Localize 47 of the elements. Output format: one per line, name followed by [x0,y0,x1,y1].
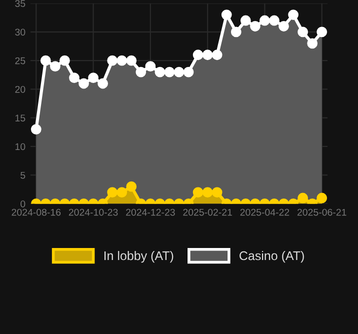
point [174,66,184,78]
point [40,55,51,66]
x-tick-label: 2024-08-16 [12,208,61,216]
x-tick-label: 2024-12-23 [126,208,175,216]
point [78,78,89,89]
point [154,66,166,78]
y-tick-label: 15 [15,114,26,122]
point [60,55,70,66]
x-tick-label: 2025-02-21 [183,208,232,216]
point [183,66,194,78]
x-tick-label: 2025-04-22 [240,208,290,216]
point [298,26,308,38]
point [116,55,128,66]
point [240,15,251,26]
point [50,61,60,72]
point [107,55,118,66]
point [69,72,80,83]
point [221,10,232,20]
point [126,55,137,66]
x-tick-label: 2024-10-23 [68,208,118,216]
point [145,61,156,72]
legend-label: In lobby (AT) [104,250,174,263]
y-tick-label: 35 [15,0,26,7]
y-tick-label: 25 [15,57,26,64]
point [164,66,175,78]
point [202,50,213,60]
point [260,15,270,26]
point [307,38,318,49]
x-tick-label: 2025-06-21 [297,208,346,216]
point [269,15,280,26]
point [316,26,328,38]
point [88,72,98,83]
point [192,50,204,60]
y-tick-label: 10 [15,143,26,150]
y-tick-label: 20 [15,86,26,93]
point [250,21,260,32]
point [136,66,146,78]
point [278,21,289,32]
point [230,26,242,38]
point [212,50,222,60]
point [288,10,298,20]
legend-label: Casino (AT) [240,250,304,263]
point [98,78,108,89]
y-tick-label: 30 [15,28,26,36]
point [30,124,42,135]
y-tick-label: 0 [20,200,26,208]
y-tick-label: 5 [20,172,26,179]
